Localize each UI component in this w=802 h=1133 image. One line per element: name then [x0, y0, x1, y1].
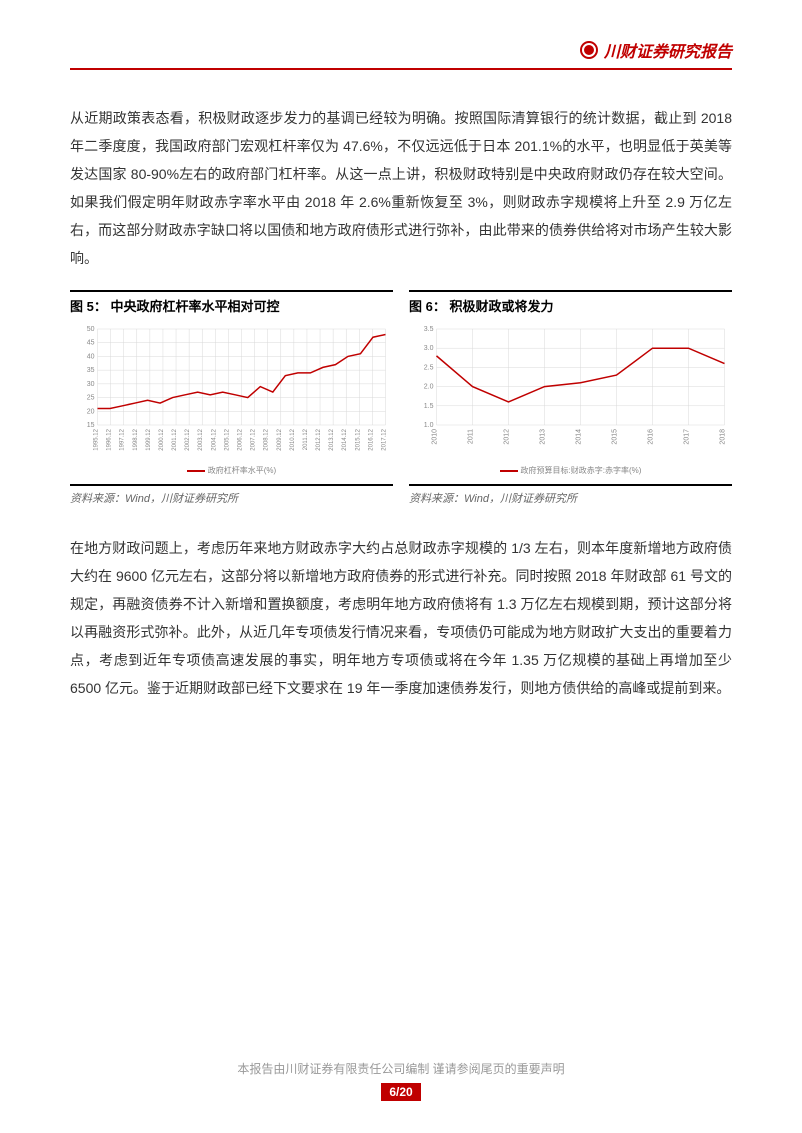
svg-text:3.5: 3.5	[424, 326, 434, 333]
charts-row: 图 5： 中央政府杠杆率水平相对可控 15 20 25 30 35 40 45 50 1995.…	[70, 290, 732, 478]
chart-5-block: 图 5： 中央政府杠杆率水平相对可控 15 20 25 30 35 40 45 50 1995.…	[70, 290, 393, 478]
svg-text:2.5: 2.5	[424, 364, 434, 371]
chart-5-legend-swatch	[187, 470, 205, 472]
svg-text:2008.12: 2008.12	[264, 428, 270, 450]
brand-logo-icon	[580, 41, 598, 59]
footer-disclaimer: 本报告由川财证券有限责任公司编制 谨请参阅尾页的重要声明	[0, 1060, 802, 1077]
svg-text:2001.12: 2001.12	[172, 428, 178, 450]
svg-text:2011.12: 2011.12	[303, 428, 309, 450]
svg-text:3.0: 3.0	[424, 345, 434, 352]
svg-text:2009.12: 2009.12	[277, 428, 283, 450]
svg-text:2007.12: 2007.12	[251, 428, 257, 450]
paragraph-2: 在地方财政问题上，考虑历年来地方财政赤字大约占总财政赤字规模的 1/3 左右，则…	[70, 534, 732, 702]
chart-6-source: 资料来源：Wind，川财证券研究所	[409, 484, 732, 506]
svg-text:35: 35	[87, 367, 95, 374]
svg-text:2000.12: 2000.12	[159, 428, 165, 450]
svg-text:1999.12: 1999.12	[146, 428, 152, 450]
chart-6-legend-label: 政府预算目标:财政赤字:赤字率(%)	[521, 466, 642, 475]
header-divider	[70, 68, 732, 70]
svg-text:2013.12: 2013.12	[329, 428, 335, 450]
svg-text:2017.12: 2017.12	[382, 428, 388, 450]
page-footer: 本报告由川财证券有限责任公司编制 谨请参阅尾页的重要声明 6/20	[0, 1060, 802, 1101]
chart-5-legend: 政府杠杆率水平(%)	[70, 463, 393, 478]
chart-6-svg: 1.0 1.5 2.0 2.5 3.0 3.5 2010 2011 2012 2013 2014 20…	[409, 323, 732, 463]
svg-text:2014.12: 2014.12	[342, 428, 348, 450]
svg-text:2016.12: 2016.12	[368, 428, 374, 450]
chart-6-block: 图 6： 积极财政或将发力 1.0 1.5 2.0 2.5 3.0 3.5 2010 2011…	[409, 290, 732, 478]
svg-text:2015: 2015	[612, 429, 619, 445]
svg-text:2011: 2011	[468, 429, 475, 444]
svg-text:2017: 2017	[684, 429, 691, 445]
chart-6-legend: 政府预算目标:财政赤字:赤字率(%)	[409, 463, 732, 478]
svg-text:2006.12: 2006.12	[238, 428, 244, 450]
svg-text:2018: 2018	[720, 429, 727, 445]
svg-text:1.0: 1.0	[424, 422, 434, 429]
svg-text:2014: 2014	[576, 429, 583, 445]
svg-text:1996.12: 1996.12	[107, 428, 113, 450]
svg-text:40: 40	[87, 353, 95, 360]
page-header: 川财证券研究报告	[70, 38, 732, 62]
svg-text:45: 45	[87, 340, 95, 347]
paragraph-1: 从近期政策表态看，积极财政逐步发力的基调已经较为明确。按照国际清算银行的统计数据…	[70, 104, 732, 272]
header-title: 川财证券研究报告	[604, 38, 732, 62]
chart-5-title: 图 5： 中央政府杠杆率水平相对可控	[70, 292, 393, 323]
svg-text:2012.12: 2012.12	[316, 428, 322, 450]
svg-text:2010.12: 2010.12	[290, 428, 296, 450]
svg-text:2010: 2010	[432, 429, 439, 445]
svg-text:2012: 2012	[504, 429, 511, 445]
svg-text:20: 20	[87, 408, 95, 415]
chart-5-source: 资料来源：Wind，川财证券研究所	[70, 484, 393, 506]
svg-text:2004.12: 2004.12	[211, 428, 217, 450]
svg-text:2016: 2016	[648, 429, 655, 445]
svg-text:1995.12: 1995.12	[94, 428, 100, 450]
chart-5-legend-label: 政府杠杆率水平(%)	[208, 466, 276, 475]
chart-6-legend-swatch	[500, 470, 518, 472]
svg-text:1997.12: 1997.12	[120, 428, 126, 450]
chart-6-title: 图 6： 积极财政或将发力	[409, 292, 732, 323]
svg-text:30: 30	[87, 381, 95, 388]
svg-text:15: 15	[87, 422, 95, 429]
svg-text:2002.12: 2002.12	[185, 428, 191, 450]
svg-text:2.0: 2.0	[424, 384, 434, 391]
svg-text:1998.12: 1998.12	[133, 428, 139, 450]
svg-text:50: 50	[87, 326, 95, 333]
svg-text:25: 25	[87, 395, 95, 402]
chart-sources-row: 资料来源：Wind，川财证券研究所 资料来源：Wind，川财证券研究所	[70, 484, 732, 506]
chart-5-svg: 15 20 25 30 35 40 45 50 1995.12 1996.12 1997.12 199…	[70, 323, 393, 463]
svg-text:2015.12: 2015.12	[355, 428, 361, 450]
svg-text:2005.12: 2005.12	[224, 428, 230, 450]
svg-text:2013: 2013	[540, 429, 547, 445]
page-number-badge: 6/20	[381, 1083, 420, 1101]
svg-text:2003.12: 2003.12	[198, 428, 204, 450]
svg-text:1.5: 1.5	[424, 403, 434, 410]
